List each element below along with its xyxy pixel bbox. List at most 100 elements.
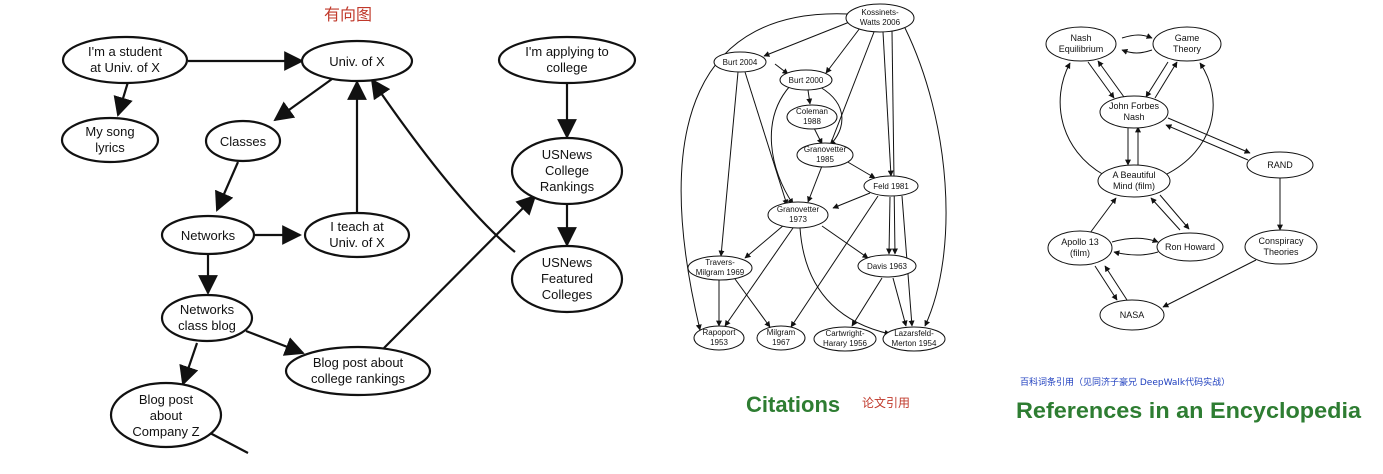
node-usnews: USNews College Rankings	[510, 136, 624, 206]
edge-student-song	[113, 81, 133, 117]
edge-apollo-nasa	[1094, 265, 1118, 301]
node-rand-line1: RAND	[1267, 160, 1293, 170]
node-coleman-line1: Coleman	[796, 107, 828, 116]
web-graph-edges	[113, 51, 577, 454]
node-applying: I'm applying to college	[497, 35, 637, 85]
edge-kw-burt04	[763, 20, 853, 57]
node-granovetter-1985: Granovetter 1985	[796, 142, 854, 168]
node-lazarsfeld-line1: Lazarsfeld-	[894, 329, 934, 338]
node-cartwright-line1: Cartwright-	[825, 329, 864, 338]
edge-davis-cartwright	[851, 277, 883, 327]
node-cartwright-harary: Cartwright- Harary 1956	[813, 326, 877, 352]
edge-feld-milgram	[790, 195, 879, 328]
node-jfn-line1: John Forbes	[1109, 101, 1160, 111]
directed-graph-annotation: 有向图	[324, 5, 372, 24]
node-teach-line1: I teach at	[330, 219, 384, 234]
edge-abm-game	[1164, 62, 1214, 176]
node-abm-line2: Mind (film)	[1113, 181, 1155, 191]
edge-blogz-out	[209, 432, 249, 454]
edge-burt04-gran73	[744, 71, 789, 206]
edge-gran73-lazarsfeld	[799, 227, 891, 336]
edge-kw-davis	[891, 30, 898, 255]
node-applying-line1: I'm applying to	[525, 44, 608, 59]
node-a-beautiful-mind: A Beautiful Mind (film)	[1097, 164, 1171, 198]
edge-gran85-feld	[845, 160, 876, 179]
edge-apollo-abm	[1089, 197, 1117, 234]
node-netblog-line2: class blog	[178, 318, 236, 333]
edge-conspiracy-nasa	[1162, 259, 1257, 308]
node-ron-howard: Ron Howard	[1156, 232, 1224, 262]
node-kw-line1: Kossinets-	[861, 8, 899, 17]
node-featured-line2: Featured	[541, 271, 593, 286]
citation-graph-edges	[680, 13, 947, 336]
node-blogz: Blog post about Company Z	[109, 381, 223, 449]
edge-travers-milgram	[734, 278, 771, 328]
edge-kw-gran73	[807, 31, 875, 203]
node-netblog: Networks class blog	[160, 293, 254, 343]
edge-univ-classes	[273, 78, 333, 122]
edge-nasa-apollo	[1104, 265, 1128, 301]
node-univ: Univ. of X	[300, 39, 414, 83]
edge-blogcollege-usnews	[383, 194, 537, 349]
node-travers-line2: Milgram 1969	[696, 268, 745, 277]
citations-title: Citations	[746, 392, 840, 417]
node-blogcollege-line1: Blog post about	[313, 355, 404, 370]
node-coleman-1988: Coleman 1988	[786, 104, 838, 130]
encyclopedia-annotation: 百科词条引用（见同济子豪兄 DeepWalk代码实战）	[1020, 376, 1230, 388]
node-coleman-line2: 1988	[803, 117, 821, 126]
node-kossinets-watts: Kossinets- Watts 2006	[845, 3, 915, 33]
node-jfn-line2: Nash	[1123, 112, 1144, 122]
edge-abm-nasheq	[1059, 62, 1105, 176]
encyclopedia-graph-edges	[1059, 33, 1283, 308]
node-classes: Classes	[204, 119, 282, 163]
node-applying-line2: college	[546, 60, 587, 75]
node-nasheq-line1: Nash	[1070, 33, 1091, 43]
node-ron-line1: Ron Howard	[1165, 242, 1215, 252]
node-blogz-line3: Company Z	[132, 424, 199, 439]
node-student-line1: I'm a student	[88, 44, 162, 59]
edge-feld-gran73	[832, 192, 871, 209]
node-lazarsfeld-merton: Lazarsfeld- Merton 1954	[882, 326, 946, 352]
node-granovetter-1973: Granovetter 1973	[767, 201, 829, 229]
edge-kw-feld	[882, 31, 894, 177]
node-featured: USNews Featured Colleges	[510, 244, 624, 314]
node-classes-line1: Classes	[220, 134, 267, 149]
node-usnews-line3: Rankings	[540, 179, 595, 194]
edge-gran73-davis	[821, 225, 869, 259]
node-abm-line1: A Beautiful	[1112, 170, 1155, 180]
node-john-forbes-nash: John Forbes Nash	[1099, 95, 1169, 129]
edge-rand-jfn	[1165, 124, 1249, 161]
node-game-theory: Game Theory	[1152, 26, 1222, 62]
node-rand: RAND	[1246, 151, 1314, 179]
edge-netblog-blogz	[179, 342, 199, 386]
node-lazarsfeld-line2: Merton 1954	[892, 339, 937, 348]
edge-abm-ron	[1159, 194, 1190, 230]
node-conspiracy-line2: Theories	[1263, 247, 1299, 257]
node-burt-2004: Burt 2004	[713, 51, 767, 73]
citation-graph-nodes: Kossinets- Watts 2006 Burt 2004 Burt 200…	[687, 3, 946, 352]
node-usnews-line2: College	[545, 163, 589, 178]
node-travers-line1: Travers-	[705, 258, 735, 267]
citations-annotation: 论文引用	[862, 395, 910, 410]
node-burt04-line1: Burt 2004	[723, 58, 758, 67]
edge-kw-rapoport	[680, 13, 849, 331]
edge-jfn-rand	[1167, 117, 1251, 154]
node-student: I'm a student at Univ. of X	[61, 35, 189, 85]
node-nasa: NASA	[1099, 299, 1165, 331]
node-feld-line1: Feld 1981	[873, 182, 909, 191]
node-usnews-line1: USNews	[542, 147, 593, 162]
node-davis-line1: Davis 1963	[867, 262, 908, 271]
edge-ron-abm	[1150, 197, 1181, 231]
edge-burt00-coleman	[806, 89, 813, 105]
web-graph: 有向图 I'm a student at Univ. of X	[60, 5, 637, 454]
edge-apollo-ron	[1111, 237, 1159, 243]
node-song-line2: lyrics	[95, 140, 125, 155]
node-apollo-13: Apollo 13 (film)	[1047, 230, 1113, 266]
node-student-line2: at Univ. of X	[90, 60, 160, 75]
node-nash-equilibrium: Nash Equilibrium	[1045, 26, 1117, 62]
edge-burt00-gran73	[770, 85, 794, 205]
node-networks: Networks	[160, 214, 256, 256]
node-gran85-line1: Granovetter	[804, 145, 847, 154]
node-game-line2: Theory	[1173, 44, 1202, 54]
node-featured-line1: USNews	[542, 255, 593, 270]
